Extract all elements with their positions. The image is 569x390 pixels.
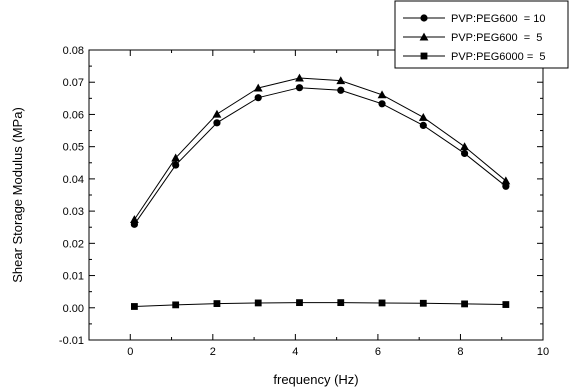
data-point xyxy=(131,303,138,310)
y-axis-title: Shear Storage Modulus (MPa) xyxy=(10,107,25,283)
data-point xyxy=(501,176,511,185)
data-point xyxy=(461,300,468,308)
y-tick-label: 0.01 xyxy=(63,271,84,283)
x-tick-label: 4 xyxy=(292,346,298,358)
data-point xyxy=(254,299,262,307)
data-point xyxy=(336,76,346,85)
axis-ticks xyxy=(88,49,544,341)
x-tick-label: 10 xyxy=(537,346,549,358)
legend-item: PVP:PEG600 = 5 xyxy=(403,32,542,44)
data-point xyxy=(378,299,386,307)
data-point xyxy=(254,94,262,102)
y-tick-label: -0.01 xyxy=(59,335,84,347)
data-point xyxy=(377,90,387,99)
x-axis-title: frequency (Hz) xyxy=(273,372,358,387)
y-tick-label: 0.08 xyxy=(63,45,84,57)
series-3 xyxy=(131,299,510,310)
data-point xyxy=(130,215,139,224)
data-point xyxy=(502,182,510,190)
x-tick-label: 8 xyxy=(457,346,463,358)
y-tick-label: 0.07 xyxy=(63,77,84,89)
legend-label: PVP:PEG6000 = 5 xyxy=(451,51,545,63)
data-point xyxy=(419,299,427,307)
series-2 xyxy=(130,73,511,224)
series-line xyxy=(133,87,507,225)
data-point xyxy=(213,119,221,127)
legend-marker xyxy=(419,32,429,41)
data-point xyxy=(337,86,345,94)
data-point xyxy=(171,153,181,162)
data-point xyxy=(418,112,428,121)
y-tick-label: 0.02 xyxy=(63,238,84,250)
data-point xyxy=(295,84,304,92)
y-tick-label: 0.04 xyxy=(63,174,84,186)
plot-frame xyxy=(88,49,544,341)
y-tick-label: 0.03 xyxy=(63,206,84,218)
data-point xyxy=(296,299,303,307)
y-tick-label: 0.06 xyxy=(63,109,84,121)
data-point xyxy=(212,109,222,118)
x-tick-label: 6 xyxy=(375,346,381,358)
legend-label: PVP:PEG600 = 10 xyxy=(451,13,545,25)
legend-label: PVP:PEG600 = 5 xyxy=(451,32,542,44)
legend-item: PVP:PEG6000 = 5 xyxy=(403,51,545,63)
legend: PVP:PEG600 = 10 PVP:PEG600 = 5 PVP:PEG6000… xyxy=(394,0,569,69)
data-point xyxy=(172,301,180,309)
axis-tick-labels: 0 2 4 6 8 10 -0.01 0.00 0.01 0.02 0.03 0.04 0.05 0.06… xyxy=(59,45,549,358)
x-tick-label: 0 xyxy=(127,346,133,358)
series-1 xyxy=(130,84,510,228)
data-point xyxy=(253,83,263,92)
x-tick-label: 2 xyxy=(210,346,216,358)
data-point xyxy=(502,301,510,308)
data-point xyxy=(172,161,180,169)
data-point xyxy=(213,300,221,307)
data-point xyxy=(460,149,469,158)
series-line xyxy=(133,77,507,220)
data-point xyxy=(460,142,469,151)
legend-marker xyxy=(420,52,428,60)
y-tick-label: 0.00 xyxy=(63,303,84,315)
data-point xyxy=(378,100,386,108)
legend-item: PVP:PEG600 = 10 xyxy=(403,13,545,25)
data-point xyxy=(419,121,427,129)
y-tick-label: 0.05 xyxy=(63,142,84,154)
series-layer xyxy=(130,73,511,310)
data-point xyxy=(295,73,304,82)
data-point xyxy=(337,299,345,307)
series-line xyxy=(134,302,506,307)
legend-marker xyxy=(420,14,428,22)
